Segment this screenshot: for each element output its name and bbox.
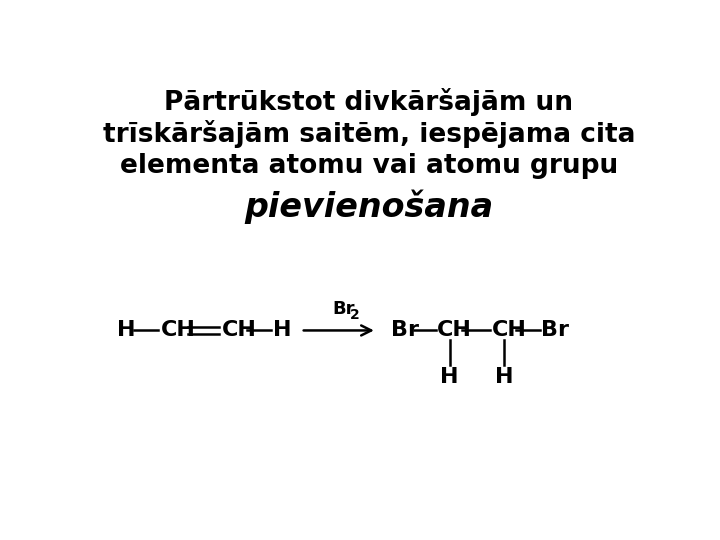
Text: CH: CH	[492, 320, 526, 340]
Text: Br: Br	[541, 320, 569, 340]
Text: Pārtrūkstot divkāršajām un: Pārtrūkstot divkāršajām un	[164, 88, 574, 116]
Text: H: H	[441, 367, 459, 387]
Text: H: H	[495, 367, 513, 387]
Text: trīskāršajām saitēm, iespējama cita: trīskāršajām saitēm, iespējama cita	[103, 120, 635, 148]
Text: H: H	[273, 320, 292, 340]
Text: CH: CH	[161, 320, 196, 340]
Text: Br: Br	[333, 300, 355, 318]
Text: 2: 2	[350, 308, 359, 322]
Text: pievienošana: pievienošana	[244, 190, 494, 224]
Text: CH: CH	[222, 320, 256, 340]
Text: Br: Br	[391, 320, 419, 340]
Text: CH: CH	[437, 320, 472, 340]
Text: H: H	[117, 320, 135, 340]
Text: elementa atomu vai atomu grupu: elementa atomu vai atomu grupu	[120, 153, 618, 179]
